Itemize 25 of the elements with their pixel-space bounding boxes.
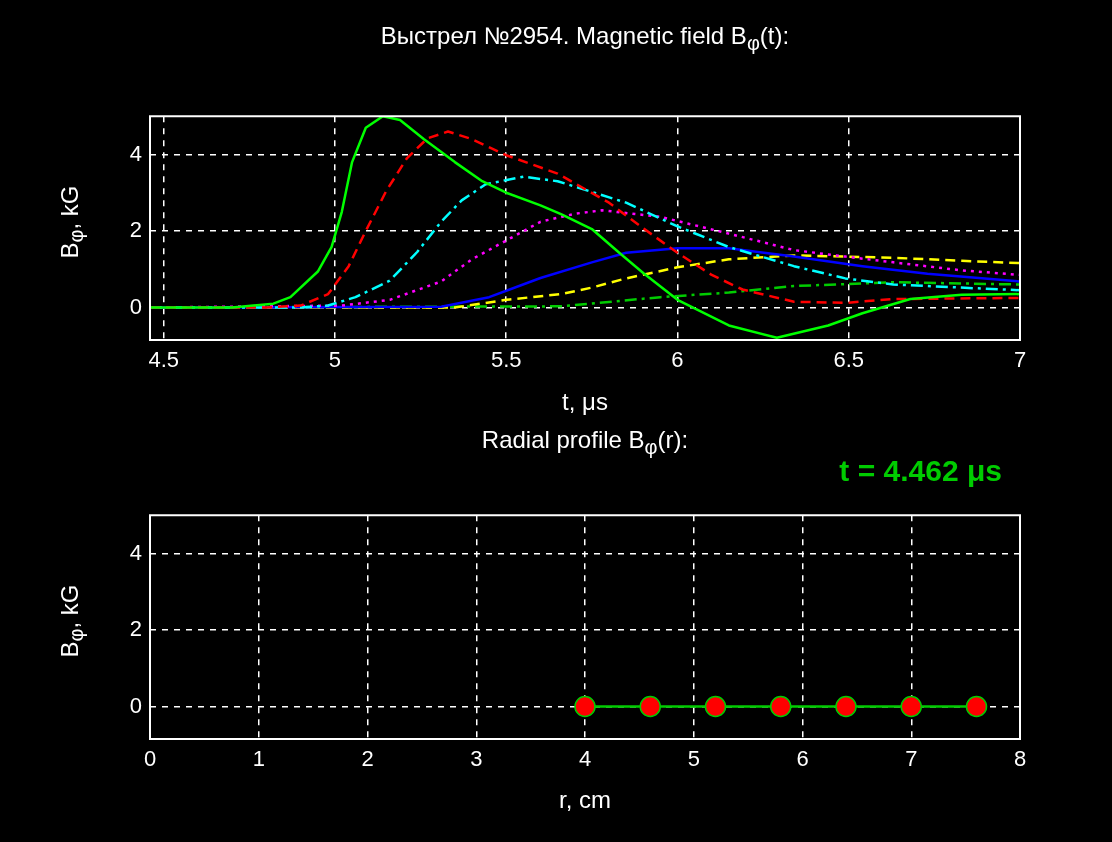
x-tick-label: 1: [252, 746, 265, 772]
y-tick-label: 0: [129, 293, 142, 319]
y-tick-label: 2: [129, 217, 142, 243]
x-tick-label: 4: [578, 746, 592, 772]
y-tick-label: 2: [129, 616, 142, 642]
x-tick-label: 2: [361, 746, 374, 772]
chart-title: Radial profile B$_{φ}$(r):: [481, 426, 689, 458]
y-tick-label: 4: [129, 539, 142, 565]
y-tick-label: 0: [129, 692, 142, 718]
y-tick-label: 4: [129, 140, 142, 166]
x-tick-label: 6: [796, 746, 809, 772]
x-tick-label: 6: [671, 347, 684, 373]
x-tick-label: 3: [470, 746, 483, 772]
x-tick-label: 5.5: [490, 347, 522, 373]
x-tick-label: 5: [687, 746, 700, 772]
chart-title: Выстрел №2954. Magnetic field B$_{φ}$(t):: [379, 22, 791, 55]
x-axis-title: t, μs: [561, 388, 609, 416]
x-tick-label: 6.5: [833, 347, 865, 373]
text: t = 4.462 μs: [839, 454, 1002, 488]
x-axis-title: r, cm: [558, 786, 612, 814]
x-tick-label: 7: [1013, 347, 1027, 373]
x-tick-label: 4.5: [148, 347, 179, 373]
x-tick-label: 8: [1013, 746, 1027, 772]
x-tick-label: 5: [328, 347, 342, 373]
x-tick-label: 7: [905, 746, 918, 772]
